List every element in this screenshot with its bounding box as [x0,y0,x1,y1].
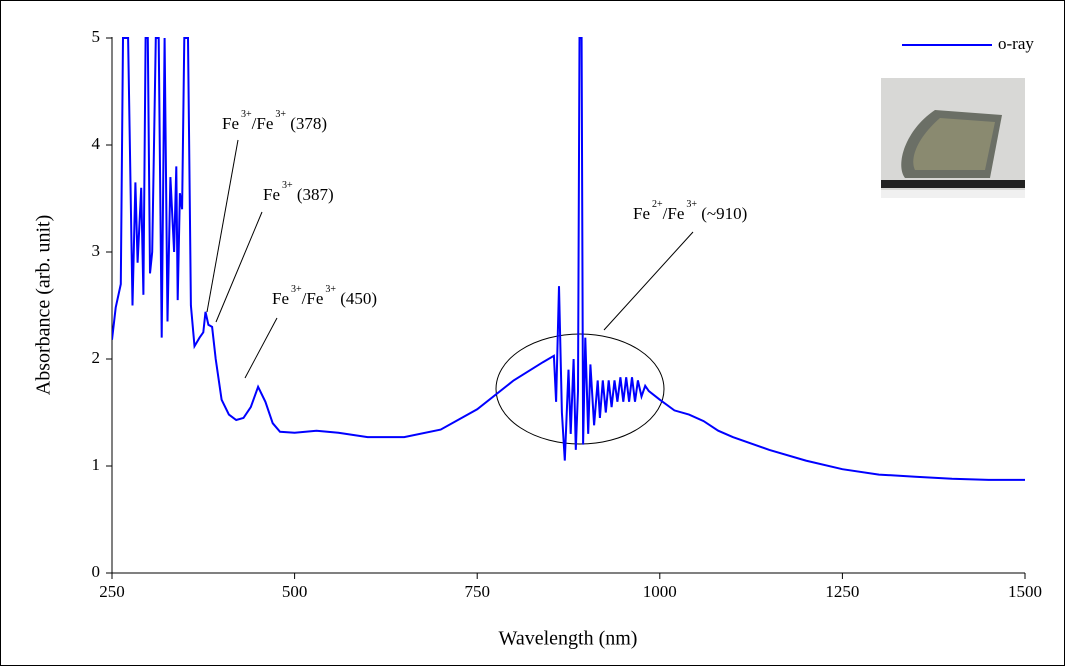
x-tick-label: 1000 [643,582,677,601]
annotation-text: (387) [293,185,334,204]
annotation-text: (378) [286,114,327,133]
photo-inset [881,78,1025,198]
highlight-ellipse [495,333,665,445]
annotation: Fe 3+/Fe 3+ (378) [222,109,327,133]
annotation-text: Fe [633,204,650,223]
annotation-text: /Fe [302,289,324,308]
x-tick-label: 250 [99,582,125,601]
annotation-pointer [215,211,263,323]
y-tick-label: 3 [92,241,101,260]
y-tick-label: 1 [92,455,101,474]
annotation-superscript: 3+ [325,284,336,295]
y-axis-label: Absorbance (arb. unit) [33,215,55,396]
x-tick-label: 500 [282,582,308,601]
annotation-superscript: 2+ [652,199,663,210]
annotation: Fe 3+/Fe 3+ (450) [272,284,377,308]
x-tick-label: 750 [464,582,490,601]
annotation-text: (~910) [697,204,747,223]
annotation-text: (450) [336,289,377,308]
annotation-pointer [244,317,278,379]
y-tick-label: 2 [92,348,101,367]
x-tick-label: 1500 [1008,582,1042,601]
legend-label: o-ray [998,34,1034,53]
annotation-text: /Fe [663,204,685,223]
annotation-text: /Fe [252,114,274,133]
y-tick-label: 4 [92,134,101,153]
annotation-pointer [206,139,239,313]
annotation-text: Fe [263,185,280,204]
x-tick-label: 1250 [825,582,859,601]
data-line [112,37,1025,481]
annotation-superscript: 3+ [291,284,302,295]
annotation-pointer [603,231,694,331]
annotation-superscript: 3+ [241,109,252,120]
x-axis-label: Wavelength (nm) [499,628,638,650]
annotation-text: Fe [222,114,239,133]
annotation-superscript: 3+ [686,199,697,210]
annotation: Fe 2+/Fe 3+ (~910) [633,199,747,223]
annotation-superscript: 3+ [282,180,293,191]
y-tick-label: 5 [92,27,101,46]
y-tick-label: 0 [92,562,101,581]
annotation-superscript: 3+ [275,109,286,120]
annotation-text: Fe [272,289,289,308]
annotation: Fe 3+ (387) [263,180,334,204]
